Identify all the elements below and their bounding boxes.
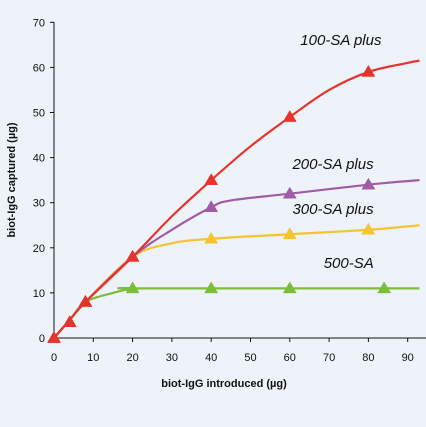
data-point-triangle xyxy=(282,186,297,199)
series-label: 200-SA plus xyxy=(291,156,374,173)
data-point-triangle xyxy=(47,331,61,343)
series-group xyxy=(47,59,420,343)
x-tick-label: 70 xyxy=(323,352,335,364)
x-tick-label: 0 xyxy=(51,352,57,364)
y-tick-label: 50 xyxy=(33,108,45,120)
series-3 xyxy=(47,281,420,343)
y-axis-label: biot-IgG captured (µg) xyxy=(6,122,18,237)
data-point-triangle xyxy=(125,281,140,294)
axes: 0 10 20 30 40 50 60 70 0 10 20 30 40 50 60 70 80 90 xyxy=(33,17,426,364)
x-tick-label: 20 xyxy=(126,352,138,364)
data-point-triangle xyxy=(282,227,297,240)
data-point-triangle xyxy=(204,173,219,185)
series-line xyxy=(53,224,420,339)
y-tick-label: 70 xyxy=(33,17,45,29)
data-point-triangle xyxy=(361,222,376,235)
series-label: 100-SA plus xyxy=(300,32,382,49)
series-label: 500-SA xyxy=(324,255,374,272)
series-labels: 100-SA plus 200-SA plus 300-SA plus 500-SA xyxy=(291,32,382,272)
data-point-triangle xyxy=(361,177,376,190)
y-tick-label: 60 xyxy=(33,62,45,74)
x-tick-label: 80 xyxy=(362,352,374,364)
series-label: 300-SA plus xyxy=(292,201,374,218)
y-tick-label: 40 xyxy=(33,153,45,165)
x-tick-label: 60 xyxy=(284,352,296,364)
y-tick-label: 30 xyxy=(33,198,45,210)
data-point-triangle xyxy=(204,231,219,244)
data-point-triangle xyxy=(204,281,219,294)
data-point-triangle xyxy=(78,294,93,307)
data-point-triangle xyxy=(282,110,297,122)
data-point-triangle xyxy=(62,315,77,328)
y-tick-label: 0 xyxy=(39,333,45,345)
x-tick-label: 40 xyxy=(205,352,217,364)
data-point-triangle xyxy=(361,64,376,77)
data-point-triangle xyxy=(282,281,297,294)
y-tick-label: 20 xyxy=(33,243,45,255)
series-line xyxy=(53,286,420,339)
y-tick-label: 10 xyxy=(33,288,45,300)
x-tick-label: 30 xyxy=(166,352,178,364)
series-0 xyxy=(47,59,420,343)
data-point-triangle xyxy=(204,200,219,213)
x-tick-label: 90 xyxy=(402,352,414,364)
data-point-triangle xyxy=(377,281,392,294)
x-tick-label: 10 xyxy=(87,352,99,364)
x-tick-label: 50 xyxy=(244,352,256,364)
x-axis-label: biot-IgG introduced (µg) xyxy=(161,378,287,390)
data-point-triangle xyxy=(125,249,140,262)
